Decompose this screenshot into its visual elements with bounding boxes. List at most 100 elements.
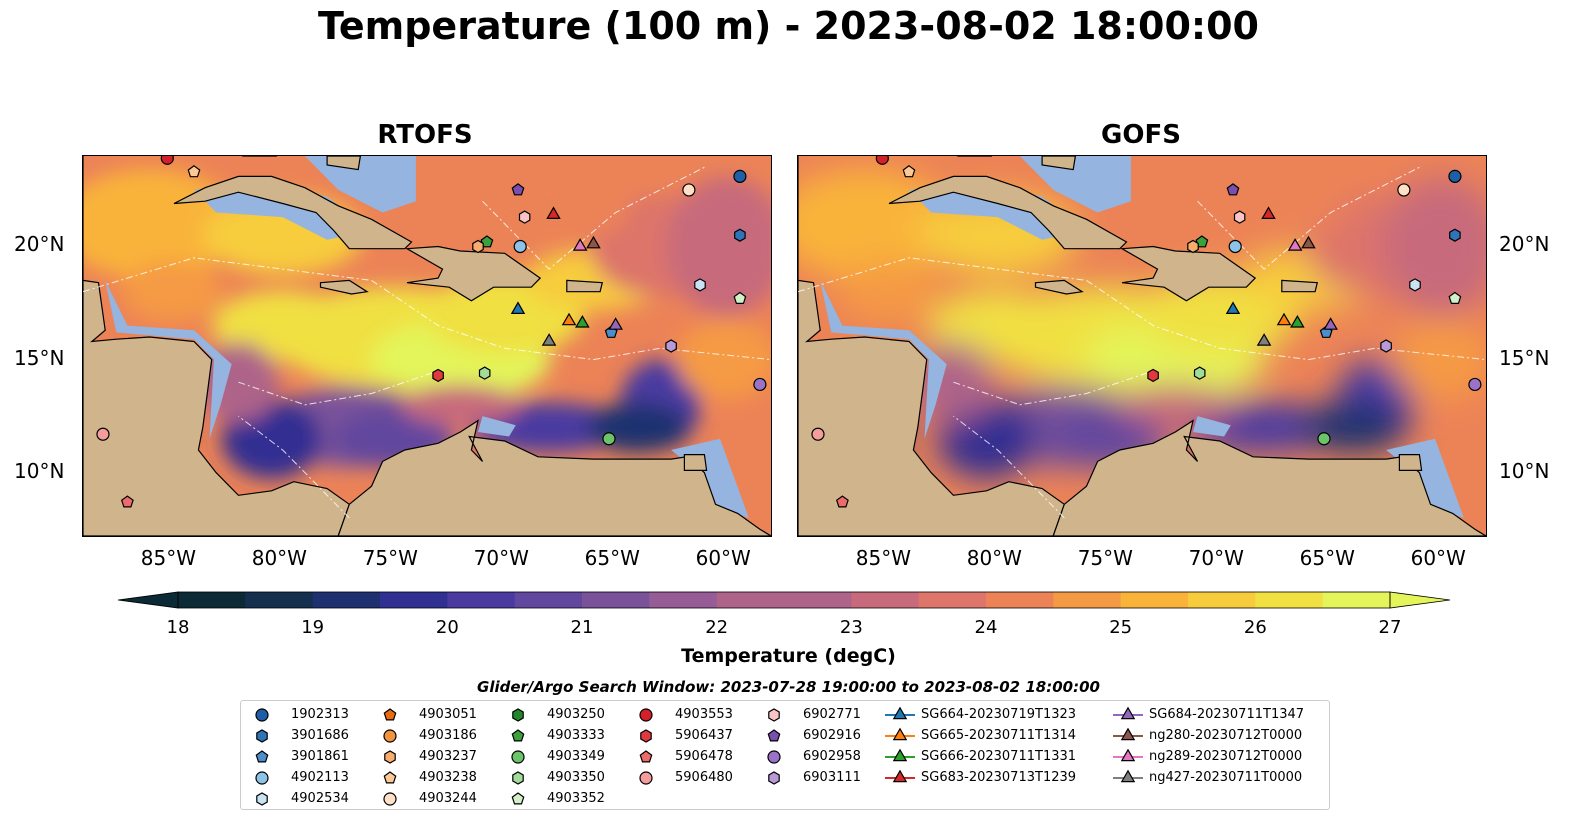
marker-5906478[interactable] xyxy=(120,495,134,508)
marker-SG683-20230713T1239[interactable] xyxy=(546,206,561,220)
colorbar-tick-label: 25 xyxy=(1109,617,1133,638)
legend-marker xyxy=(511,729,525,742)
lon-tick-label: 85°W xyxy=(140,546,196,570)
marker-5906480[interactable] xyxy=(96,427,110,441)
marker-6902916[interactable] xyxy=(1226,183,1240,196)
legend-marker xyxy=(639,750,653,763)
legend-label: 4903333 xyxy=(547,727,605,743)
legend-marker xyxy=(511,792,525,805)
marker-1902313[interactable] xyxy=(1448,169,1462,183)
hexagon-marker-icon xyxy=(384,750,396,764)
marker-4903238[interactable] xyxy=(187,165,201,178)
legend-item: 5906437 xyxy=(633,725,733,745)
legend-label: 1902313 xyxy=(291,706,349,722)
circle-marker-icon xyxy=(255,771,269,785)
marker-6903111[interactable] xyxy=(1380,339,1392,353)
marker-SG683-20230713T1239[interactable] xyxy=(1261,206,1276,220)
marker-SG664-20230719T1323[interactable] xyxy=(1225,301,1241,314)
marker-3901686[interactable] xyxy=(1449,228,1461,242)
shallow-shelf xyxy=(1193,416,1231,437)
marker-5906480[interactable] xyxy=(811,427,825,441)
marker-4903352[interactable] xyxy=(1448,291,1462,304)
marker-5906437[interactable] xyxy=(1147,368,1159,383)
marker-SG684-20230711T1347[interactable] xyxy=(1323,317,1338,330)
marker-6902958[interactable] xyxy=(1468,377,1482,392)
shallow-shelf xyxy=(478,416,516,437)
marker-4902113[interactable] xyxy=(1228,239,1242,254)
triangle-marker-icon xyxy=(885,706,915,720)
lon-tick-label: 80°W xyxy=(966,546,1022,570)
marker-ng280-20230712T0000[interactable] xyxy=(1301,235,1316,249)
colorbar-tick-label: 27 xyxy=(1378,617,1402,638)
marker-4903553[interactable] xyxy=(875,156,889,165)
marker-4903553[interactable] xyxy=(160,156,174,165)
marker-4903350[interactable] xyxy=(1193,366,1206,380)
marker-4903349[interactable] xyxy=(1317,432,1331,446)
marker-ng289-20230712T0000[interactable] xyxy=(572,238,588,251)
marker-SG664-20230719T1323[interactable] xyxy=(510,301,526,314)
marker-3901686[interactable] xyxy=(734,228,746,242)
marker-4903244[interactable] xyxy=(1397,183,1411,197)
legend-marker xyxy=(384,750,396,764)
legend-marker xyxy=(383,708,397,721)
marker-ng289-20230712T0000[interactable] xyxy=(1287,238,1303,251)
marker-6902958[interactable] xyxy=(753,377,767,392)
marker-SG665-20230711T1314[interactable] xyxy=(1276,312,1292,326)
legend-label: SG666-20230711T1331 xyxy=(921,748,1077,764)
eez-boundary xyxy=(1308,347,1486,361)
colorbar-bin xyxy=(851,592,920,608)
land-south-america xyxy=(1052,419,1486,536)
panel-title-gofs: GOFS xyxy=(1101,120,1181,150)
legend-label: SG684-20230711T1347 xyxy=(1149,706,1305,722)
marker-4903238[interactable] xyxy=(902,165,916,178)
marker-4903352[interactable] xyxy=(733,291,747,304)
marker-5906478[interactable] xyxy=(835,495,849,508)
marker-1902313[interactable] xyxy=(733,169,747,183)
marker-4903237[interactable] xyxy=(1187,239,1199,254)
marker-4903333[interactable] xyxy=(1195,235,1209,248)
temperature-blob xyxy=(1302,402,1403,453)
legend-label: 3901861 xyxy=(291,748,349,764)
legend-marker xyxy=(383,792,397,806)
map-rtofs[interactable] xyxy=(82,155,772,537)
marker-4903350[interactable] xyxy=(478,366,491,380)
lon-tick-label: 60°W xyxy=(1410,546,1466,570)
temperature-blob xyxy=(587,402,688,453)
lon-tick-label: 70°W xyxy=(473,546,529,570)
land-hispaniola xyxy=(1119,245,1257,302)
map-gofs[interactable] xyxy=(797,155,1487,537)
marker-4903349[interactable] xyxy=(602,432,616,446)
marker-4902113[interactable] xyxy=(513,239,527,254)
legend-item: SG684-20230711T1347 xyxy=(1113,704,1304,724)
marker-4903333[interactable] xyxy=(480,235,494,248)
marker-4903237[interactable] xyxy=(472,239,484,254)
temperature-blob xyxy=(927,290,1068,361)
eez-boundary xyxy=(1197,166,1420,270)
legend-item: 4903350 xyxy=(505,767,605,787)
marker-6903111[interactable] xyxy=(665,339,677,353)
colorbar-tick-label: 26 xyxy=(1243,617,1267,638)
pentagon-marker-icon xyxy=(255,750,269,763)
legend-label: SG683-20230713T1239 xyxy=(921,769,1077,785)
marker-6902916[interactable] xyxy=(511,183,525,196)
land-trinidad xyxy=(683,454,708,471)
marker-SG665-20230711T1314[interactable] xyxy=(561,312,577,326)
legend-marker xyxy=(639,708,653,722)
marker-5906437[interactable] xyxy=(432,368,444,383)
triangle-marker-icon xyxy=(885,769,915,783)
marker-6902771[interactable] xyxy=(518,210,531,224)
marker-SG666-20230711T1331[interactable] xyxy=(1290,315,1305,328)
legend-label: 5906437 xyxy=(675,727,733,743)
marker-4903244[interactable] xyxy=(682,183,696,197)
colorbar-bin xyxy=(784,592,852,608)
legend-item: 6902771 xyxy=(761,704,861,724)
marker-SG666-20230711T1331[interactable] xyxy=(575,315,590,328)
marker-4902534[interactable] xyxy=(1409,278,1421,292)
marker-6902771[interactable] xyxy=(1233,210,1246,224)
marker-ng280-20230712T0000[interactable] xyxy=(586,235,601,249)
marker-SG684-20230711T1347[interactable] xyxy=(608,317,623,330)
legend-item: ng427-20230711T0000 xyxy=(1113,767,1302,787)
marker-ng427-20230711T0000[interactable] xyxy=(1256,333,1272,346)
marker-4902534[interactable] xyxy=(694,278,706,292)
marker-ng427-20230711T0000[interactable] xyxy=(541,333,557,346)
